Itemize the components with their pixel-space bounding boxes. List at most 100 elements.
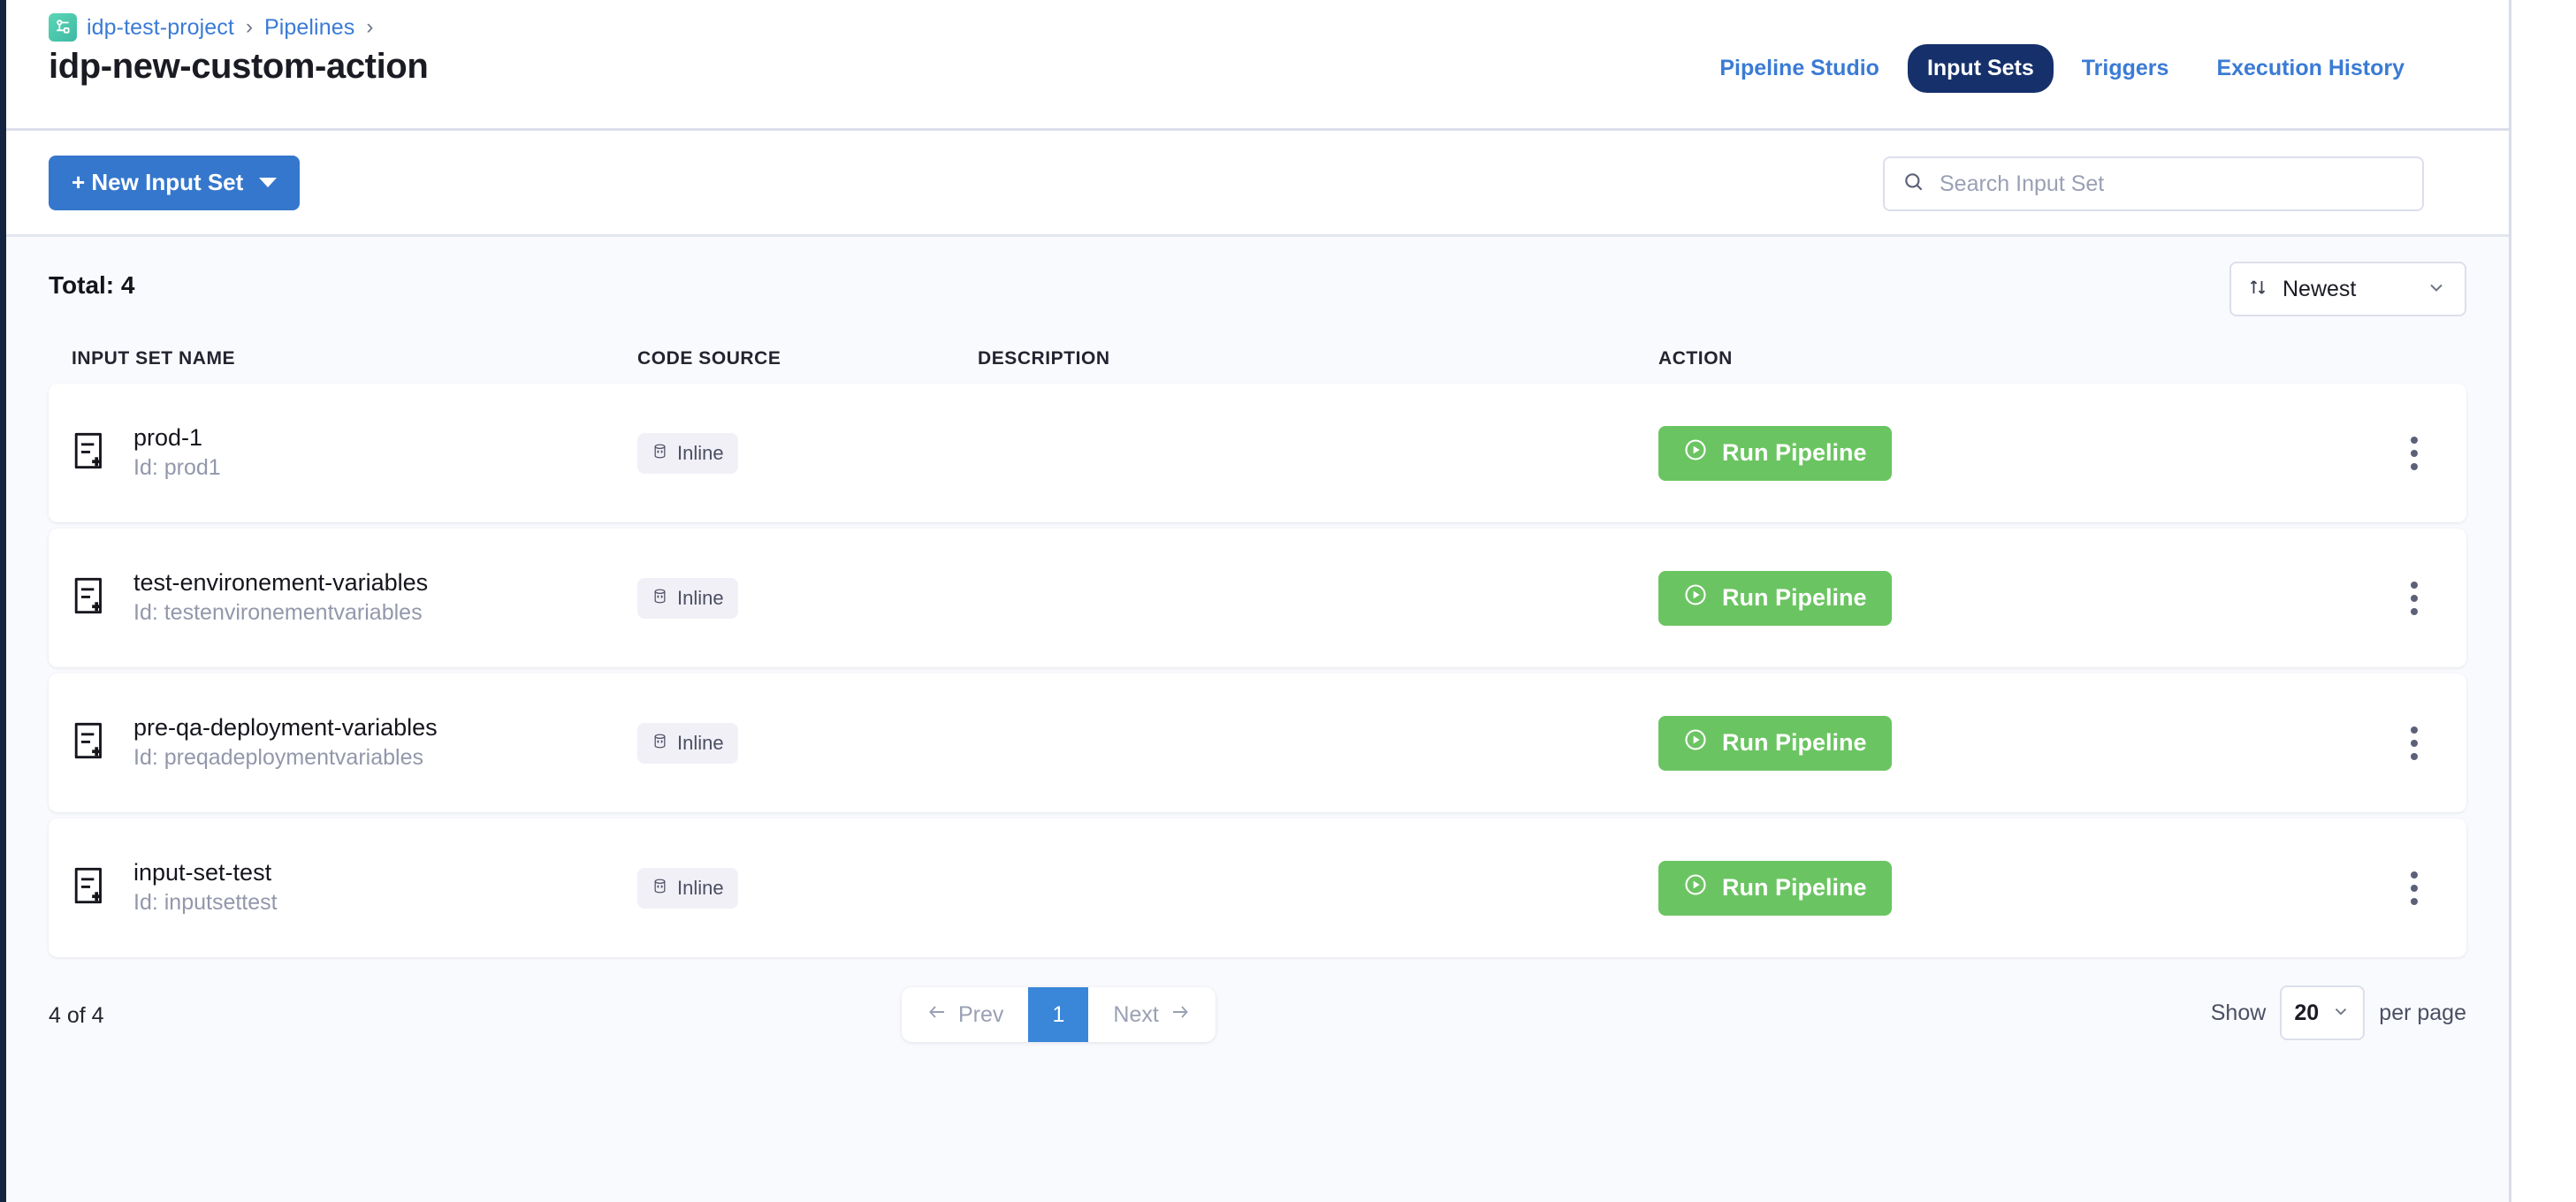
tab-execution-history[interactable]: Execution History: [2216, 56, 2405, 80]
table-row[interactable]: prod-1 Id: prod1: [49, 384, 2466, 522]
search-icon: [1902, 171, 1925, 198]
more-vertical-icon[interactable]: [2394, 428, 2435, 479]
code-source-label: Inline: [677, 586, 724, 609]
pipeline-icon: [49, 13, 77, 42]
action-cell: Run Pipeline: [1658, 425, 2443, 481]
table-header-row: INPUT SET NAME CODE SOURCE DESCRIPTION A…: [49, 334, 2466, 384]
code-source-label: Inline: [677, 731, 724, 754]
pagination-count: 4 of 4: [49, 1002, 104, 1028]
code-store-icon: [652, 732, 668, 755]
input-set-id: Id: inputsettest: [133, 890, 278, 916]
input-sets-content: Total: 4 Newest: [6, 237, 2509, 1070]
pagination-bar: 4 of 4 Prev 1 Next: [49, 961, 2466, 1070]
pipeline-nav-tabs: Pipeline Studio Input Sets Triggers Exec…: [1700, 44, 2424, 93]
input-set-document-icon: [72, 865, 112, 910]
play-circle-icon: [1683, 727, 1708, 758]
input-set-name: pre-qa-deployment-variables: [133, 714, 438, 742]
list-toolbar: + New Input Set: [6, 131, 2509, 237]
action-cell: Run Pipeline: [1658, 715, 2443, 771]
input-set-name: test-environement-variables: [133, 569, 429, 597]
action-cell: Run Pipeline: [1658, 570, 2443, 626]
page-size-control: Show 20 per page: [2211, 985, 2466, 1040]
action-cell: Run Pipeline: [1658, 860, 2443, 916]
sort-dropdown[interactable]: Newest: [2229, 262, 2466, 316]
column-header-code-source: CODE SOURCE: [637, 348, 781, 369]
input-set-name-text: test-environement-variables Id: testenvi…: [133, 570, 428, 625]
table-row[interactable]: test-environement-variables Id: testenvi…: [49, 529, 2466, 667]
run-pipeline-button[interactable]: Run Pipeline: [1658, 860, 1892, 916]
input-set-name-cell: pre-qa-deployment-variables Id: preqadep…: [72, 715, 637, 770]
more-vertical-icon[interactable]: [2394, 573, 2435, 624]
code-source-cell: Inline: [637, 432, 978, 474]
sort-value: Newest: [2283, 276, 2357, 301]
search-input[interactable]: [1940, 171, 2405, 197]
run-pipeline-label: Run Pipeline: [1722, 729, 1867, 756]
more-vertical-icon[interactable]: [2394, 718, 2435, 769]
next-page-button[interactable]: Next: [1088, 987, 1216, 1042]
input-set-name-cell: test-environement-variables Id: testenvi…: [72, 570, 637, 625]
prev-page-button[interactable]: Prev: [902, 987, 1029, 1042]
column-header-description: DESCRIPTION: [978, 348, 1110, 369]
chevron-down-icon: [259, 178, 278, 187]
pagination-controls: Prev 1 Next: [902, 987, 1216, 1042]
page-number-1[interactable]: 1: [1028, 987, 1089, 1042]
code-store-icon: [652, 877, 668, 900]
page-container: idp-test-project › Pipelines › idp-new-c…: [6, 0, 2576, 1202]
list-summary-row: Total: 4 Newest: [49, 237, 2466, 334]
breadcrumb-project-link[interactable]: idp-test-project: [87, 14, 234, 40]
sort-arrows-icon: [2247, 277, 2268, 302]
show-label: Show: [2210, 1000, 2267, 1025]
input-set-name-cell: input-set-test Id: inputsettest: [72, 860, 637, 915]
input-set-document-icon: [72, 430, 112, 475]
code-store-icon: [652, 587, 668, 610]
arrow-left-icon: [926, 1001, 948, 1029]
page-size-dropdown[interactable]: 20: [2280, 985, 2366, 1040]
breadcrumb-separator-1: ›: [245, 15, 253, 39]
run-pipeline-button[interactable]: Run Pipeline: [1658, 715, 1892, 771]
input-set-document-icon: [72, 720, 112, 765]
new-input-set-label: + New Input Set: [72, 169, 244, 195]
page-header: idp-test-project › Pipelines › idp-new-c…: [6, 0, 2509, 131]
input-set-name-text: input-set-test Id: inputsettest: [133, 860, 278, 915]
tab-triggers[interactable]: Triggers: [2081, 56, 2169, 80]
input-set-id: Id: testenvironementvariables: [133, 600, 423, 626]
code-source-label: Inline: [677, 876, 724, 899]
collapsed-nav-rail[interactable]: [0, 0, 6, 1202]
table-row[interactable]: input-set-test Id: inputsettest: [49, 818, 2466, 957]
input-set-name-text: pre-qa-deployment-variables Id: preqadep…: [133, 715, 438, 770]
more-vertical-icon[interactable]: [2394, 863, 2435, 914]
input-set-id: Id: preqadeploymentvariables: [133, 745, 423, 771]
code-source-cell: Inline: [637, 722, 978, 764]
tab-pipeline-studio[interactable]: Pipeline Studio: [1719, 56, 1879, 80]
status-badge: Inline: [637, 577, 738, 619]
page-size-value: 20: [2294, 1000, 2320, 1025]
next-page-label: Next: [1113, 1001, 1159, 1027]
input-set-name: input-set-test: [133, 859, 272, 886]
chevron-down-icon: [2331, 1001, 2351, 1025]
breadcrumb-separator-2: ›: [366, 15, 374, 39]
total-count-label: Total: 4: [49, 271, 135, 299]
new-input-set-button[interactable]: + New Input Set: [49, 155, 301, 210]
column-header-action: ACTION: [1658, 348, 1733, 369]
input-set-name-cell: prod-1 Id: prod1: [72, 425, 637, 480]
status-badge: Inline: [637, 432, 738, 474]
status-badge: Inline: [637, 867, 738, 909]
run-pipeline-button[interactable]: Run Pipeline: [1658, 570, 1892, 626]
input-set-name-text: prod-1 Id: prod1: [133, 425, 221, 480]
arrow-right-icon: [1170, 1001, 1191, 1029]
search-input-wrapper[interactable]: [1883, 156, 2424, 211]
chevron-down-icon: [2426, 277, 2447, 302]
status-badge: Inline: [637, 722, 738, 764]
input-set-document-icon: [72, 575, 112, 620]
breadcrumb: idp-test-project › Pipelines ›: [49, 0, 2509, 42]
table-row[interactable]: pre-qa-deployment-variables Id: preqadep…: [49, 673, 2466, 812]
run-pipeline-label: Run Pipeline: [1722, 874, 1867, 901]
tab-input-sets[interactable]: Input Sets: [1907, 44, 2054, 93]
run-pipeline-label: Run Pipeline: [1722, 584, 1867, 611]
play-circle-icon: [1683, 437, 1708, 468]
code-store-icon: [652, 442, 668, 465]
run-pipeline-button[interactable]: Run Pipeline: [1658, 425, 1892, 481]
breadcrumb-pipelines-link[interactable]: Pipelines: [263, 14, 355, 40]
column-header-name: INPUT SET NAME: [72, 348, 236, 369]
page-title: idp-new-custom-action: [49, 47, 429, 86]
